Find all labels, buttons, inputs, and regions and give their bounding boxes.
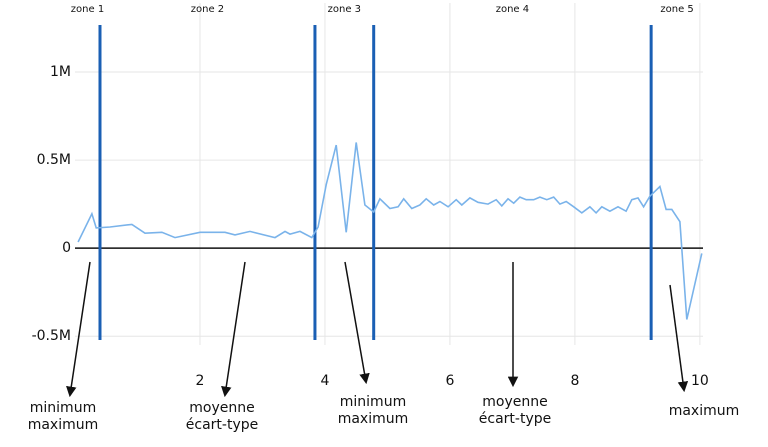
zone-label: zone 5 — [660, 4, 693, 15]
annotation-text: écart-type — [479, 411, 551, 427]
annotation-text: maximum — [669, 403, 740, 419]
annotation-text: moyenne — [482, 394, 547, 410]
annotation-text: minimum — [30, 400, 96, 416]
annotation-text: maximum — [28, 417, 99, 433]
y-tick-label: 1M — [50, 64, 71, 80]
x-tick-label: 4 — [320, 373, 329, 389]
annotation-arrow — [221, 261, 246, 398]
annotation-text: minimum — [340, 394, 406, 410]
data-line — [77, 142, 703, 320]
annotation-arrow — [344, 261, 370, 385]
y-tick-label: -0.5M — [32, 328, 71, 344]
annotation-arrow — [669, 284, 689, 393]
annotation-text: maximum — [338, 411, 409, 427]
zone-label: zone 4 — [496, 4, 529, 15]
annotation-text: moyenne — [189, 400, 254, 416]
annotation-text: écart-type — [186, 417, 258, 433]
x-tick-label: 6 — [445, 373, 454, 389]
zone-label: zone 1 — [71, 4, 104, 15]
y-tick-label: 0 — [62, 240, 71, 256]
x-tick-label: 2 — [196, 373, 205, 389]
zone-label: zone 2 — [191, 4, 224, 15]
y-tick-label: 0.5M — [37, 152, 71, 168]
x-tick-label: 10 — [691, 373, 709, 389]
annotation-arrow — [66, 261, 91, 398]
x-tick-label: 8 — [570, 373, 579, 389]
zone-label: zone 3 — [328, 4, 361, 15]
